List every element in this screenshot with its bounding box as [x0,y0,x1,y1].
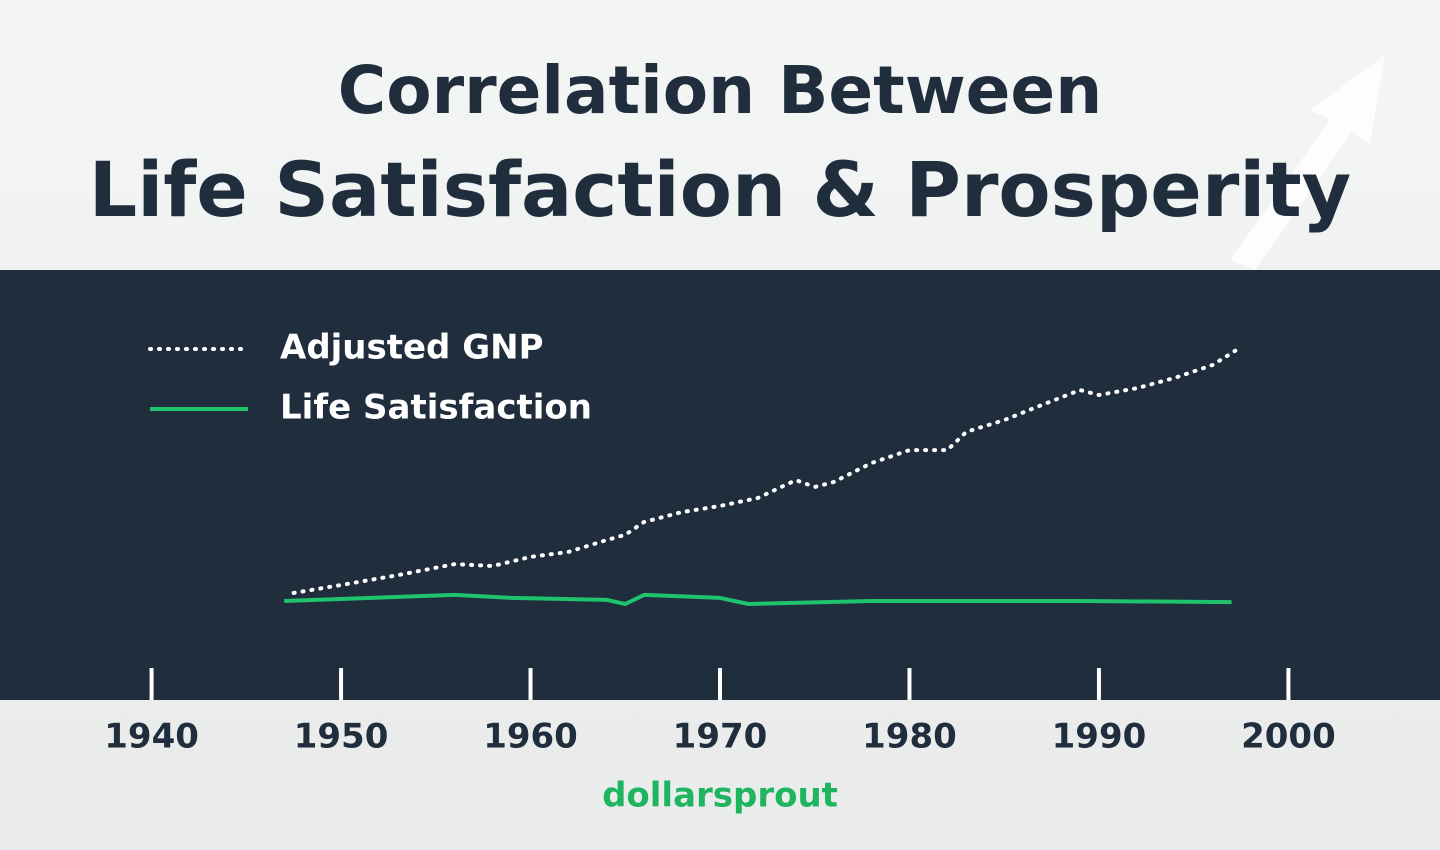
legend-label: Life Satisfaction [280,388,592,428]
x-tick-label: 2000 [1241,717,1336,757]
x-tick-label: 1950 [294,717,389,757]
chart-subtitle: Life Satisfaction & Prosperity [89,145,1351,234]
x-tick-label: 1970 [673,717,768,757]
x-tick-label: 1940 [104,717,199,757]
data-line [291,345,1244,595]
decor-arrow [1230,55,1385,270]
data-line [284,592,1232,606]
logo: dollarsprout [602,776,838,816]
chart-title: Correlation Between [338,52,1102,129]
chart-band [0,270,1440,700]
x-tick-label: 1980 [862,717,957,757]
x-tick-label: 1990 [1052,717,1147,757]
x-tick-label: 1960 [483,717,578,757]
legend-label: Adjusted GNP [280,328,544,368]
